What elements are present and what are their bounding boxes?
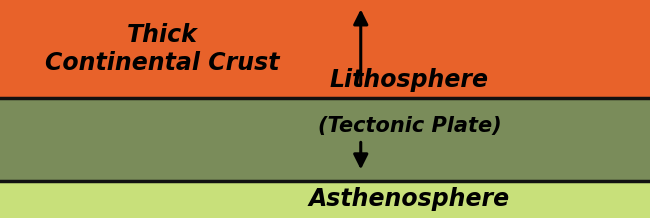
Text: Thick
Continental Crust: Thick Continental Crust — [46, 23, 280, 75]
Text: Asthenosphere: Asthenosphere — [309, 187, 510, 211]
Text: (Tectonic Plate): (Tectonic Plate) — [318, 116, 501, 136]
FancyBboxPatch shape — [0, 0, 650, 98]
FancyBboxPatch shape — [0, 98, 650, 181]
FancyBboxPatch shape — [0, 181, 650, 218]
Text: Lithosphere: Lithosphere — [330, 68, 489, 92]
